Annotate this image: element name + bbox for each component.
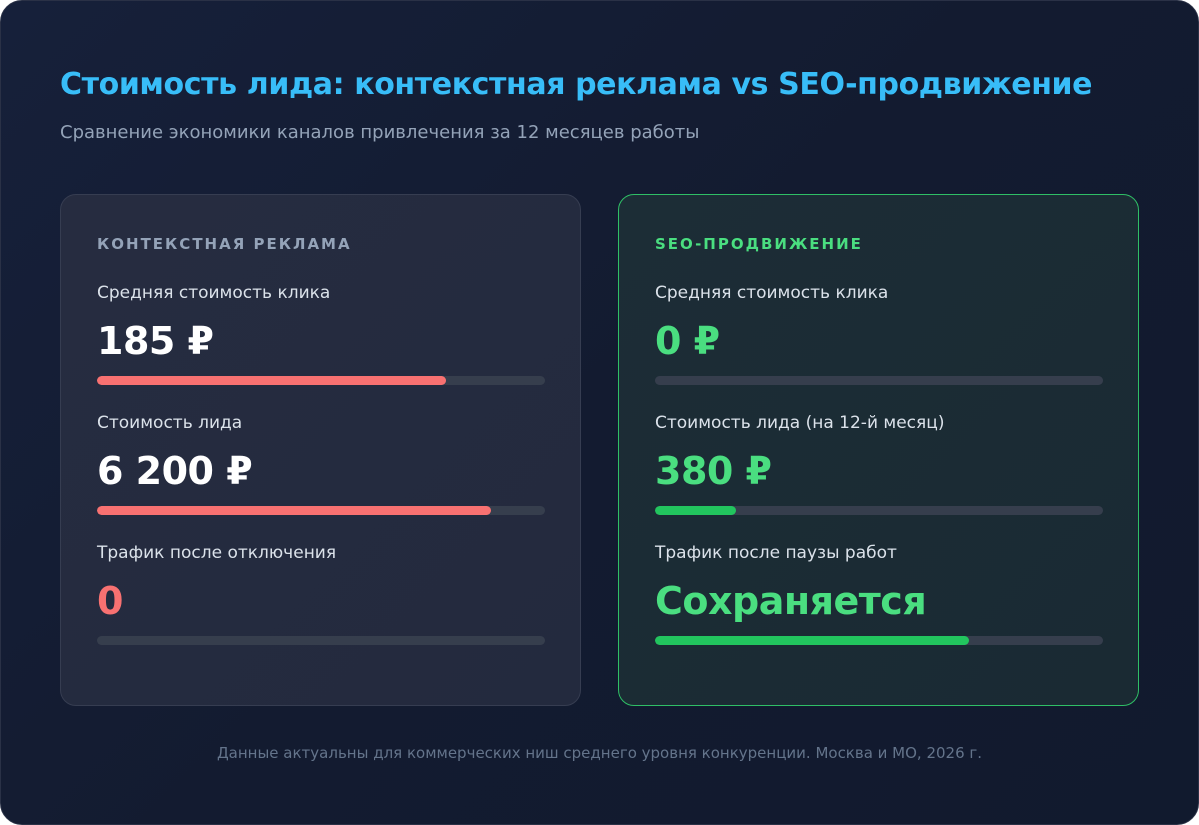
context-cpl-label: Стоимость лида [97, 413, 243, 433]
seo-cpl-bar [655, 506, 1103, 515]
seo-traffic-bar-fill [655, 636, 969, 645]
seo-cpl-label: Стоимость лида (на 12-й месяц) [655, 413, 945, 433]
context-traffic-value: 0 [97, 579, 123, 623]
seo-cpc-label: Средняя стоимость клика [655, 283, 889, 303]
seo-cpl-value: 380 ₽ [655, 449, 772, 493]
context-cpl-value: 6 200 ₽ [97, 449, 253, 493]
seo-card: SEO-ПРОДВИЖЕНИЕ Средняя стоимость клика … [618, 194, 1139, 706]
seo-traffic-value: Сохраняется [655, 579, 927, 623]
seo-cpl-bar-fill [655, 506, 736, 515]
seo-cpc-value: 0 ₽ [655, 319, 720, 363]
seo-heading: SEO-ПРОДВИЖЕНИЕ [655, 235, 863, 253]
context-cpl-bar [97, 506, 545, 515]
seo-traffic-label: Трафик после паузы работ [655, 543, 897, 563]
footnote: Данные актуальны для коммерческих ниш ср… [216, 744, 983, 762]
context-cpc-value: 185 ₽ [97, 319, 214, 363]
page-title: Стоимость лида: контекстная реклама vs S… [60, 67, 1093, 102]
seo-traffic-bar [655, 636, 1103, 645]
context-traffic-label: Трафик после отключения [97, 543, 337, 563]
context-cpc-bar [97, 376, 545, 385]
context-cpl-bar-fill [97, 506, 492, 515]
page-subtitle: Сравнение экономики каналов привлечения … [60, 122, 700, 143]
context-cpc-label: Средняя стоимость клика [97, 283, 331, 303]
context-traffic-bar [97, 636, 545, 645]
context-ads-card: КОНТЕКСТНАЯ РЕКЛАМА Средняя стоимость кл… [60, 194, 581, 706]
context-ads-heading: КОНТЕКСТНАЯ РЕКЛАМА [97, 235, 352, 253]
seo-cpc-bar [655, 376, 1103, 385]
context-cpc-bar-fill [97, 376, 447, 385]
